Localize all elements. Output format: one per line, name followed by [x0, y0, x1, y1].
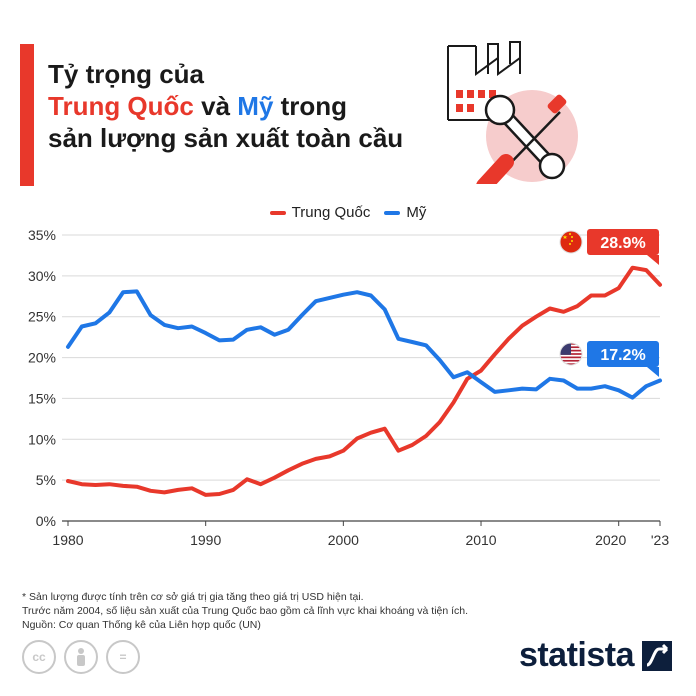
x-tick-label: 2020 — [595, 532, 626, 548]
title-line-2: Trung Quốc và Mỹ trong — [48, 90, 403, 122]
person-icon — [77, 648, 85, 666]
title-us: Mỹ — [237, 91, 274, 121]
by-icon — [64, 640, 98, 674]
y-tick-label: 30% — [28, 268, 56, 284]
footnote-1: * Sản lượng được tính trên cơ sở giá trị… — [22, 591, 364, 603]
nd-icon-glyph: = — [119, 650, 127, 664]
end-label-bg-us — [587, 341, 659, 367]
license-icons: cc = — [22, 640, 140, 674]
title-line2-end: trong — [280, 91, 348, 121]
y-tick-label: 10% — [28, 431, 56, 447]
x-tick-label: 2000 — [328, 532, 359, 548]
end-label-china: 28.9% — [600, 235, 645, 252]
x-tick-label: 1980 — [52, 532, 83, 548]
end-label-us: 17.2% — [600, 347, 645, 364]
legend-swatch-us — [384, 210, 401, 215]
y-tick-label: 0% — [36, 513, 56, 529]
y-tick-label: 15% — [28, 390, 56, 406]
cc-icon: cc — [22, 640, 56, 674]
end-label-pointer — [647, 367, 659, 377]
x-tick-label: 2010 — [465, 532, 496, 548]
cc-icon-glyph: cc — [32, 650, 46, 664]
china-flag-icon — [559, 230, 583, 254]
title-china: Trung Quốc — [48, 91, 194, 121]
legend-label-china: Trung Quốc — [291, 204, 371, 221]
legend-swatch-china — [269, 210, 286, 215]
accent-bar — [20, 44, 34, 186]
legend-item-china: Trung Quốc — [269, 204, 371, 221]
page-title: Tỷ trọng của Trung Quốc và Mỹ trong sản … — [48, 58, 403, 154]
statista-mark-icon — [642, 640, 672, 671]
y-tick-label: 35% — [28, 227, 56, 243]
x-tick-label: '23 — [651, 532, 669, 548]
title-and: và — [201, 91, 231, 121]
nd-icon: = — [106, 640, 140, 674]
legend-item-us: Mỹ — [384, 204, 426, 221]
footnote-source: Nguồn: Cơ quan Thống kê của Liên hợp quố… — [22, 619, 261, 631]
legend-label-us: Mỹ — [406, 204, 427, 221]
statista-logo[interactable]: statista — [519, 636, 672, 675]
y-tick-label: 5% — [36, 472, 56, 488]
footnote-2: Trước năm 2004, số liệu sản xuất của Tru… — [22, 605, 469, 617]
footnotes: * Sản lượng được tính trên cơ sở giá trị… — [22, 590, 468, 632]
x-tick-label: 1990 — [190, 532, 221, 548]
y-tick-label: 25% — [28, 309, 56, 325]
title-line-1: Tỷ trọng của — [48, 59, 205, 89]
us-flag-icon — [559, 342, 583, 366]
factory-tools-icon — [447, 41, 578, 184]
legend: Trung Quốc Mỹ — [0, 204, 696, 221]
end-label-pointer — [647, 255, 659, 265]
brand-name: statista — [518, 636, 635, 674]
y-tick-label: 20% — [28, 350, 56, 366]
title-line-3: sản lượng sản xuất toàn cầu — [48, 123, 404, 153]
series-line-china — [66, 265, 662, 497]
end-label-bg-china — [587, 229, 659, 255]
series-line-us — [66, 289, 662, 400]
